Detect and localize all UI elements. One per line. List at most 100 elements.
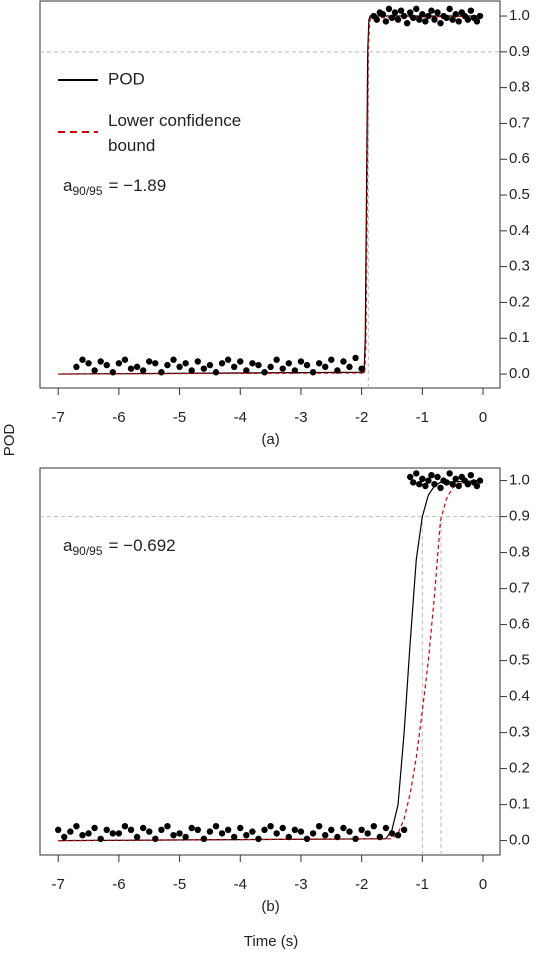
x-tick-label: -7 [52, 409, 65, 426]
x-tick-label: -6 [112, 876, 125, 893]
data-point [121, 823, 129, 830]
data-point [279, 365, 286, 372]
data-point [146, 828, 153, 835]
data-point [309, 369, 317, 376]
y-tick-label: 0.5 [509, 186, 530, 203]
data-point [212, 823, 220, 830]
y-tick-label: 0.8 [509, 79, 530, 96]
data-point [382, 18, 390, 25]
data-point [79, 832, 86, 839]
data-point [285, 833, 293, 841]
data-point [416, 481, 423, 488]
annotation-subscript: 90/95 [72, 184, 102, 198]
data-point [127, 365, 135, 372]
y-tick-label: 0.0 [509, 832, 530, 849]
y-tick-label: 0.7 [509, 114, 530, 131]
data-point [255, 361, 262, 369]
y-tick-label: 0.9 [509, 43, 530, 60]
data-point [455, 482, 462, 490]
data-point [464, 481, 472, 488]
data-point [164, 823, 171, 830]
data-point [91, 824, 98, 832]
data-point [170, 832, 177, 839]
data-point [224, 356, 232, 363]
data-point [152, 360, 159, 367]
x-tick-label: 0 [479, 876, 487, 893]
data-point [206, 361, 214, 369]
data-point [127, 826, 135, 833]
data-point [419, 11, 426, 18]
y-tick-label: 0.6 [509, 150, 530, 167]
data-point [249, 828, 256, 835]
data-point [91, 367, 98, 374]
x-tick-label: -2 [355, 876, 368, 893]
data-point [279, 824, 286, 832]
data-point [267, 823, 274, 830]
data-point [476, 477, 484, 484]
x-tick-label: -6 [112, 409, 125, 426]
data-point [434, 9, 441, 16]
data-point [416, 16, 423, 23]
data-point [218, 360, 226, 367]
x-tick-label: -3 [294, 409, 307, 426]
data-point [139, 824, 147, 832]
data-point [200, 835, 208, 842]
data-point [61, 833, 68, 841]
y-tick-label: 0.4 [509, 222, 530, 239]
x-axis-label: Time (s) [244, 933, 298, 950]
data-point [334, 833, 341, 841]
data-point [188, 367, 195, 374]
y-tick-label: 0.5 [509, 652, 530, 669]
data-point [194, 358, 201, 365]
data-point [410, 14, 417, 22]
data-point [261, 826, 268, 833]
data-point [230, 363, 238, 371]
data-point [376, 833, 384, 841]
data-point [249, 360, 256, 367]
y-tick-label: 0.3 [509, 724, 530, 741]
data-point [428, 7, 435, 14]
data-point [109, 369, 117, 376]
data-point [133, 833, 141, 841]
data-point [200, 365, 208, 372]
data-point [379, 11, 387, 18]
data-point [446, 470, 453, 477]
data-point [139, 367, 147, 374]
data-point [115, 360, 123, 367]
data-point [188, 824, 195, 832]
data-point [291, 826, 299, 833]
data-point [182, 360, 189, 367]
data-point [55, 826, 62, 833]
data-point [73, 363, 80, 371]
data-point [410, 479, 417, 486]
x-tick-label: -3 [294, 876, 307, 893]
data-point [382, 824, 390, 832]
y-tick-label: 0.1 [509, 796, 530, 813]
y-tick-label: 0.6 [509, 616, 530, 633]
series-line [58, 480, 484, 842]
data-point [158, 369, 165, 376]
data-point [370, 823, 377, 830]
data-point [303, 835, 311, 842]
data-point [67, 828, 74, 835]
data-point [334, 367, 341, 374]
data-point [397, 7, 405, 14]
data-point [473, 482, 481, 490]
x-tick-label: -1 [416, 876, 429, 893]
data-point [176, 363, 183, 371]
x-tick-label: -5 [173, 409, 186, 426]
annotation: a90/95 = −0.692 [63, 536, 176, 558]
data-point [340, 824, 347, 832]
annotation: a90/95 = −1.89 [63, 176, 166, 198]
series-line [58, 15, 484, 375]
data-point [109, 830, 117, 837]
data-point [285, 360, 293, 367]
data-point [273, 356, 280, 363]
x-tick-label: -5 [173, 876, 186, 893]
y-tick-label: 1.0 [509, 472, 530, 489]
data-point [85, 830, 92, 837]
data-point [230, 833, 238, 841]
y-tick-label: 0.1 [509, 329, 530, 346]
data-point [346, 363, 353, 371]
